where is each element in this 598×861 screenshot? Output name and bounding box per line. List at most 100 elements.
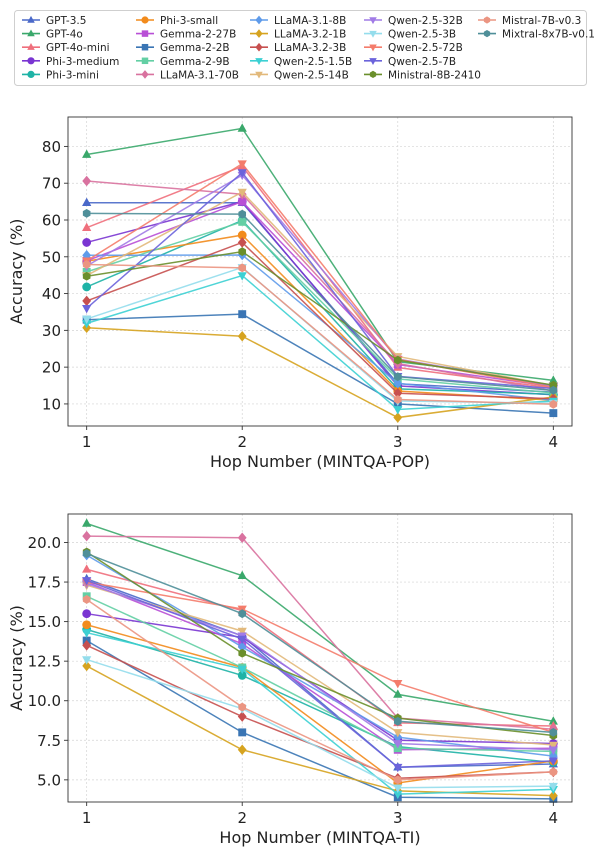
series-line-gpt-3-5	[86, 201, 554, 393]
legend-label: LLaMA-3.2-3B	[274, 42, 346, 54]
legend-entry-gemma-2-9b: Gemma-2-9B	[136, 56, 230, 68]
legend-label: GPT-4o-mini	[46, 42, 110, 54]
legend-label: LLaMA-3.2-1B	[274, 29, 346, 41]
series-llama-3-2-1b	[82, 322, 558, 423]
legend-marker	[369, 17, 377, 25]
data-point-qwen-2-5-14b	[393, 729, 403, 738]
legend-entry-gemma-2-27b: Gemma-2-27B	[136, 29, 236, 41]
series-line-mistral-7b-v0-3	[86, 598, 554, 781]
series-line-gemma-2-9b	[86, 220, 554, 394]
series-line-qwen-2-5-72b	[86, 581, 554, 734]
data-point-llama-3-2-3b	[82, 295, 92, 307]
data-point-gpt-4o	[393, 689, 403, 698]
data-point-ministral-8b-2410	[82, 271, 91, 281]
legend-label: Mixtral-8x7B-v0.1	[502, 29, 595, 41]
legend-entry-llama-3-2-3b: LLaMA-3.2-3B	[250, 42, 346, 54]
data-point-phi-3-small	[237, 230, 247, 240]
y-tick-label: 17.5	[28, 574, 61, 592]
data-point-llama-3-2-3b	[393, 387, 403, 399]
legend-label: Mistral-7B-v0.3	[502, 15, 581, 27]
series-line-qwen-2-5-7b	[86, 171, 554, 390]
series-qwen-2-5-1-5b	[82, 629, 558, 800]
data-point-qwen-2-5-3b	[393, 784, 403, 793]
series-llama-3-1-8b	[82, 549, 558, 762]
legend-entry-gemma-2-2b: Gemma-2-2B	[136, 42, 230, 54]
legend-entry-mixtral-8x7b-v0-1: Mixtral-8x7B-v0.1	[478, 29, 595, 41]
legend-entry-phi-3-mini: Phi-3-mini	[22, 69, 99, 81]
series-gemma-2-2b	[82, 310, 558, 418]
legend-frame	[14, 10, 587, 86]
series-line-qwen-2-5-1-5b	[86, 274, 554, 411]
data-point-phi-3-small	[82, 620, 92, 630]
legend-marker	[255, 71, 263, 79]
plot-frame	[67, 513, 573, 803]
legend-label: Phi-3-small	[160, 15, 218, 27]
legend-entry-gpt-4o-mini: GPT-4o-mini	[22, 42, 110, 54]
legend-label: Qwen-2.5-3B	[388, 29, 456, 41]
legend-entry-gpt-3-5: GPT-3.5	[22, 15, 86, 27]
series-line-ministral-8b-2410	[86, 250, 554, 386]
y-tick-label: 80	[42, 138, 61, 156]
series-line-gpt-4o-mini	[86, 165, 554, 389]
data-point-mistral-7b-v0-3	[238, 263, 247, 273]
series-line-llama-3-2-1b	[86, 327, 554, 419]
y-axis-label: Accuracy (%)	[7, 605, 26, 711]
data-point-qwen-2-5-1-5b	[82, 320, 92, 329]
series-line-qwen-2-5-14b	[86, 584, 554, 746]
legend-label: Gemma-2-9B	[160, 56, 230, 68]
legend-label: Qwen-2.5-14B	[274, 69, 349, 81]
series-gpt-4o	[82, 123, 558, 384]
data-point-qwen-2-5-72b	[393, 680, 403, 689]
data-point-llama-3-1-8b	[237, 641, 247, 653]
data-point-gpt-4o	[548, 375, 558, 384]
series-line-qwen-2-5-14b	[86, 191, 554, 387]
legend-entry-llama-3-2-1b: LLaMA-3.2-1B	[250, 29, 346, 41]
legend-marker	[483, 30, 491, 38]
legend-marker	[255, 58, 263, 65]
data-point-qwen-2-5-7b	[82, 577, 92, 586]
legend-label: GPT-4o	[46, 29, 83, 41]
series-line-phi-3-medium	[86, 200, 554, 396]
y-tick-label: 30	[42, 322, 61, 340]
grid	[68, 514, 572, 802]
legend-marker	[27, 15, 35, 23]
data-point-qwen-2-5-72b	[237, 160, 247, 169]
data-point-mistral-7b-v0-3	[549, 767, 558, 777]
series-line-mixtral-8x7b-v0-1	[86, 552, 554, 734]
data-point-qwen-2-5-7b	[82, 304, 92, 314]
data-point-mixtral-8x7b-v0-1	[393, 372, 402, 382]
series-line-qwen-2-5-32b	[86, 174, 554, 387]
data-point-gemma-2-27b	[238, 197, 247, 206]
data-point-phi-3-mini	[82, 282, 92, 292]
series-qwen-2-5-7b	[82, 577, 558, 773]
legend-marker	[27, 43, 35, 50]
legend-label: Qwen-2.5-72B	[388, 42, 463, 54]
data-point-gpt-3-5	[82, 197, 92, 207]
data-point-qwen-2-5-7b	[548, 757, 558, 766]
legend-entry-qwen-2-5-72b: Qwen-2.5-72B	[364, 42, 463, 54]
legend-entry-qwen-2-5-7b: Qwen-2.5-7B	[364, 56, 456, 68]
legend-label: GPT-3.5	[46, 15, 86, 27]
series-phi-3-mini	[82, 215, 558, 399]
data-point-phi-3-mini	[237, 671, 247, 680]
data-point-qwen-2-5-14b	[548, 741, 558, 751]
data-point-gpt-4o-mini	[82, 564, 92, 573]
legend-entry-phi-3-medium: Phi-3-medium	[22, 56, 119, 68]
x-tick-label: 2	[237, 809, 247, 827]
x-axis-label: Hop Number (MINTQA-TI)	[219, 828, 420, 847]
series-line-gemma-2-9b	[86, 595, 554, 753]
data-point-qwen-2-5-32b	[548, 746, 558, 755]
legend-entry-gpt-4o: GPT-4o	[22, 29, 83, 41]
legend-marker	[255, 15, 263, 25]
legend-entry-qwen-2-5-3b: Qwen-2.5-3B	[364, 29, 456, 41]
series-line-qwen-2-5-7b	[86, 579, 554, 768]
data-point-llama-3-1-70b	[237, 532, 247, 544]
series-line-gemma-2-2b	[86, 639, 554, 800]
legend-label: Qwen-2.5-32B	[388, 15, 463, 27]
data-point-gpt-4o	[237, 570, 247, 580]
data-point-gpt-4o	[237, 123, 247, 132]
legend-entry-phi-3-small: Phi-3-small	[136, 15, 218, 27]
data-point-qwen-2-5-14b	[237, 627, 247, 637]
legend-marker	[141, 16, 149, 24]
data-point-qwen-2-5-7b	[393, 763, 403, 773]
